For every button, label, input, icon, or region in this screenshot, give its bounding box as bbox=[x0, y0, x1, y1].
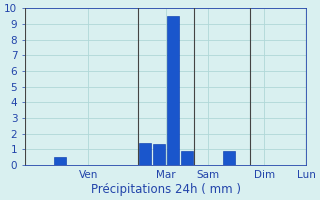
Bar bbox=[181, 151, 193, 165]
Bar bbox=[139, 143, 150, 165]
Bar bbox=[54, 157, 66, 165]
Bar bbox=[153, 144, 164, 165]
X-axis label: Précipitations 24h ( mm ): Précipitations 24h ( mm ) bbox=[91, 183, 241, 196]
Bar bbox=[223, 151, 235, 165]
Bar bbox=[167, 16, 179, 165]
